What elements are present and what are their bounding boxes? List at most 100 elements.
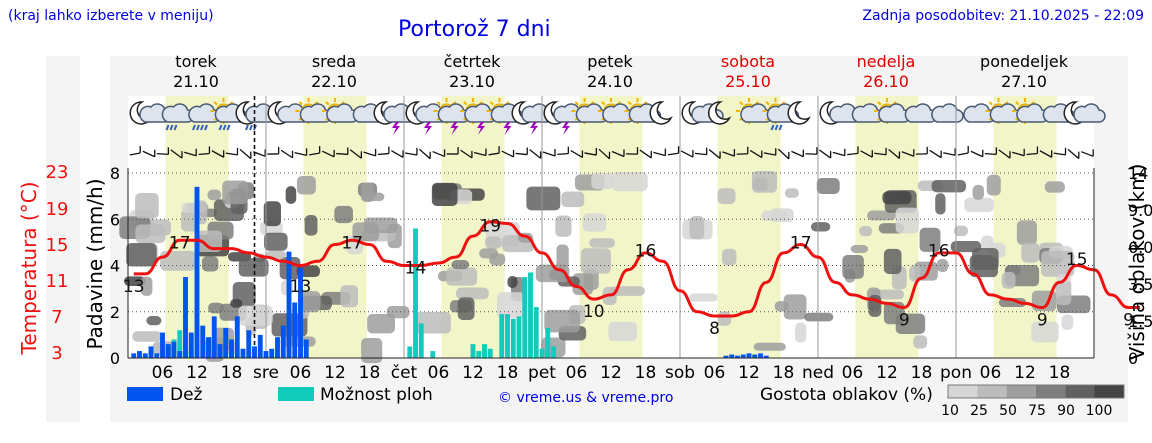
cloud-density-cell xyxy=(909,265,921,282)
cloud-density-cell xyxy=(361,337,383,364)
cloud-icon xyxy=(931,103,964,123)
cloud-density-cell xyxy=(496,292,526,318)
rain-bar xyxy=(240,348,246,358)
rain-bar xyxy=(275,337,280,358)
cloud-density-cell xyxy=(415,311,451,334)
cloud-density-cell xyxy=(919,227,941,252)
sun-ray-icon xyxy=(489,101,494,106)
wind-barb xyxy=(1080,151,1094,157)
cloud-density-cell xyxy=(201,256,219,272)
x-tick-label: 12 xyxy=(186,363,208,383)
wind-barb xyxy=(501,150,514,158)
temperature-label: 9 xyxy=(1123,311,1134,331)
wind-barb xyxy=(349,149,362,159)
temperature-label: 17 xyxy=(169,233,191,253)
cloud-density-cell xyxy=(556,244,569,269)
rain-bar xyxy=(252,346,257,358)
cloud-density-cell xyxy=(895,207,919,234)
wind-barb xyxy=(1039,150,1052,158)
cloud-height-tick-label: 14 xyxy=(1128,164,1148,183)
wind-barb xyxy=(1026,152,1038,156)
cloud-density-cell xyxy=(457,297,475,320)
lightning-icon xyxy=(503,122,512,135)
lightning-icon xyxy=(530,122,538,135)
sun-cloud-icon xyxy=(874,98,911,124)
sun-cloud-icon xyxy=(571,98,609,124)
temperature-label: 15 xyxy=(1066,250,1088,270)
cloud-density-cell xyxy=(867,210,897,221)
rain-bar xyxy=(206,337,211,358)
lightning-icon xyxy=(477,122,485,135)
rain-drop-icon xyxy=(169,124,174,131)
legend-rain-label: Dež xyxy=(170,385,203,405)
cloud-height-tick-label: 0 xyxy=(1128,349,1138,368)
day-name: ponedeljek xyxy=(980,52,1068,71)
cloud-density-cell xyxy=(1044,181,1065,193)
temperature-series: 13 17 13 17 14 19 10 16 8 17 9 16 9 15 9 xyxy=(123,216,1140,339)
wind-barb xyxy=(694,152,707,156)
cloud-density-cell xyxy=(340,285,359,308)
temperature-label: 13 xyxy=(290,277,312,297)
moon-icon xyxy=(649,101,673,125)
x-tick-label: 06 xyxy=(704,363,726,383)
x-tick-label: 18 xyxy=(911,363,933,383)
wind-barb xyxy=(557,153,569,155)
cloud-density-cell xyxy=(135,224,166,244)
cloud-density-cell xyxy=(816,177,840,194)
sun-ray-icon xyxy=(627,101,632,106)
wind-barb xyxy=(847,152,859,156)
day-header-1: sreda 22.10 xyxy=(265,52,403,92)
legend-cloud-density-label: Gostota oblakov (%) xyxy=(760,385,933,405)
shower-bar xyxy=(482,344,487,358)
wind-barb xyxy=(142,150,156,158)
temperature-label: 16 xyxy=(635,242,657,262)
rain-drop-icon xyxy=(165,124,170,131)
sun-cloud-icon xyxy=(985,98,1023,124)
legend-showers-swatch xyxy=(278,387,314,401)
day-date: 21.10 xyxy=(173,72,219,91)
cloud-density-cell xyxy=(850,244,869,253)
wind-barb xyxy=(321,150,335,158)
day-date: 22.10 xyxy=(311,72,357,91)
cloud-density-cell xyxy=(238,258,269,277)
wind-barb xyxy=(1012,151,1025,157)
cloud-density-cell xyxy=(882,191,912,205)
rain-bar xyxy=(229,339,234,358)
x-tick-label: sob xyxy=(665,363,695,383)
rain-bar xyxy=(729,354,735,358)
cloud-density-cell xyxy=(986,174,1001,196)
x-tick-label: 18 xyxy=(221,363,243,383)
temperature-label: 16 xyxy=(928,242,950,262)
precip-tick-label: 8 xyxy=(110,164,120,183)
cloud-density-cell xyxy=(367,314,396,334)
wind-barb xyxy=(680,150,694,158)
rain-bar xyxy=(188,332,194,358)
wind-barb xyxy=(404,152,418,156)
day-name: četrtek xyxy=(443,52,501,71)
shower-bar xyxy=(505,314,510,358)
cloud-density-cell xyxy=(451,259,470,270)
credit-text: © vreme.us & vreme.pro xyxy=(498,390,673,406)
cloud-density-cell xyxy=(1041,251,1075,277)
cloud-density-cell xyxy=(935,193,946,215)
shower-bar xyxy=(516,316,522,358)
sun-ray-icon xyxy=(298,101,303,106)
day-name: sobota xyxy=(720,52,776,71)
cloud-density-cell xyxy=(589,238,616,248)
wind-barb xyxy=(542,151,556,157)
day-header-5: nedelja 26.10 xyxy=(817,52,955,92)
cloud-density-cell xyxy=(717,188,736,204)
rain-bar xyxy=(137,351,142,358)
wind-barb xyxy=(888,148,900,160)
weather-icons xyxy=(129,98,1106,135)
wind-barbs xyxy=(129,146,1094,160)
cloud-density-cell xyxy=(238,305,273,326)
legend-rain-swatch xyxy=(127,387,163,401)
x-tick-label: 12 xyxy=(462,363,484,383)
day-header-3: petek 24.10 xyxy=(541,52,679,92)
lightning-icon xyxy=(424,122,432,135)
wind-barb xyxy=(777,148,790,160)
shower-bar xyxy=(430,351,436,358)
sun-cloud-icon xyxy=(736,98,773,124)
